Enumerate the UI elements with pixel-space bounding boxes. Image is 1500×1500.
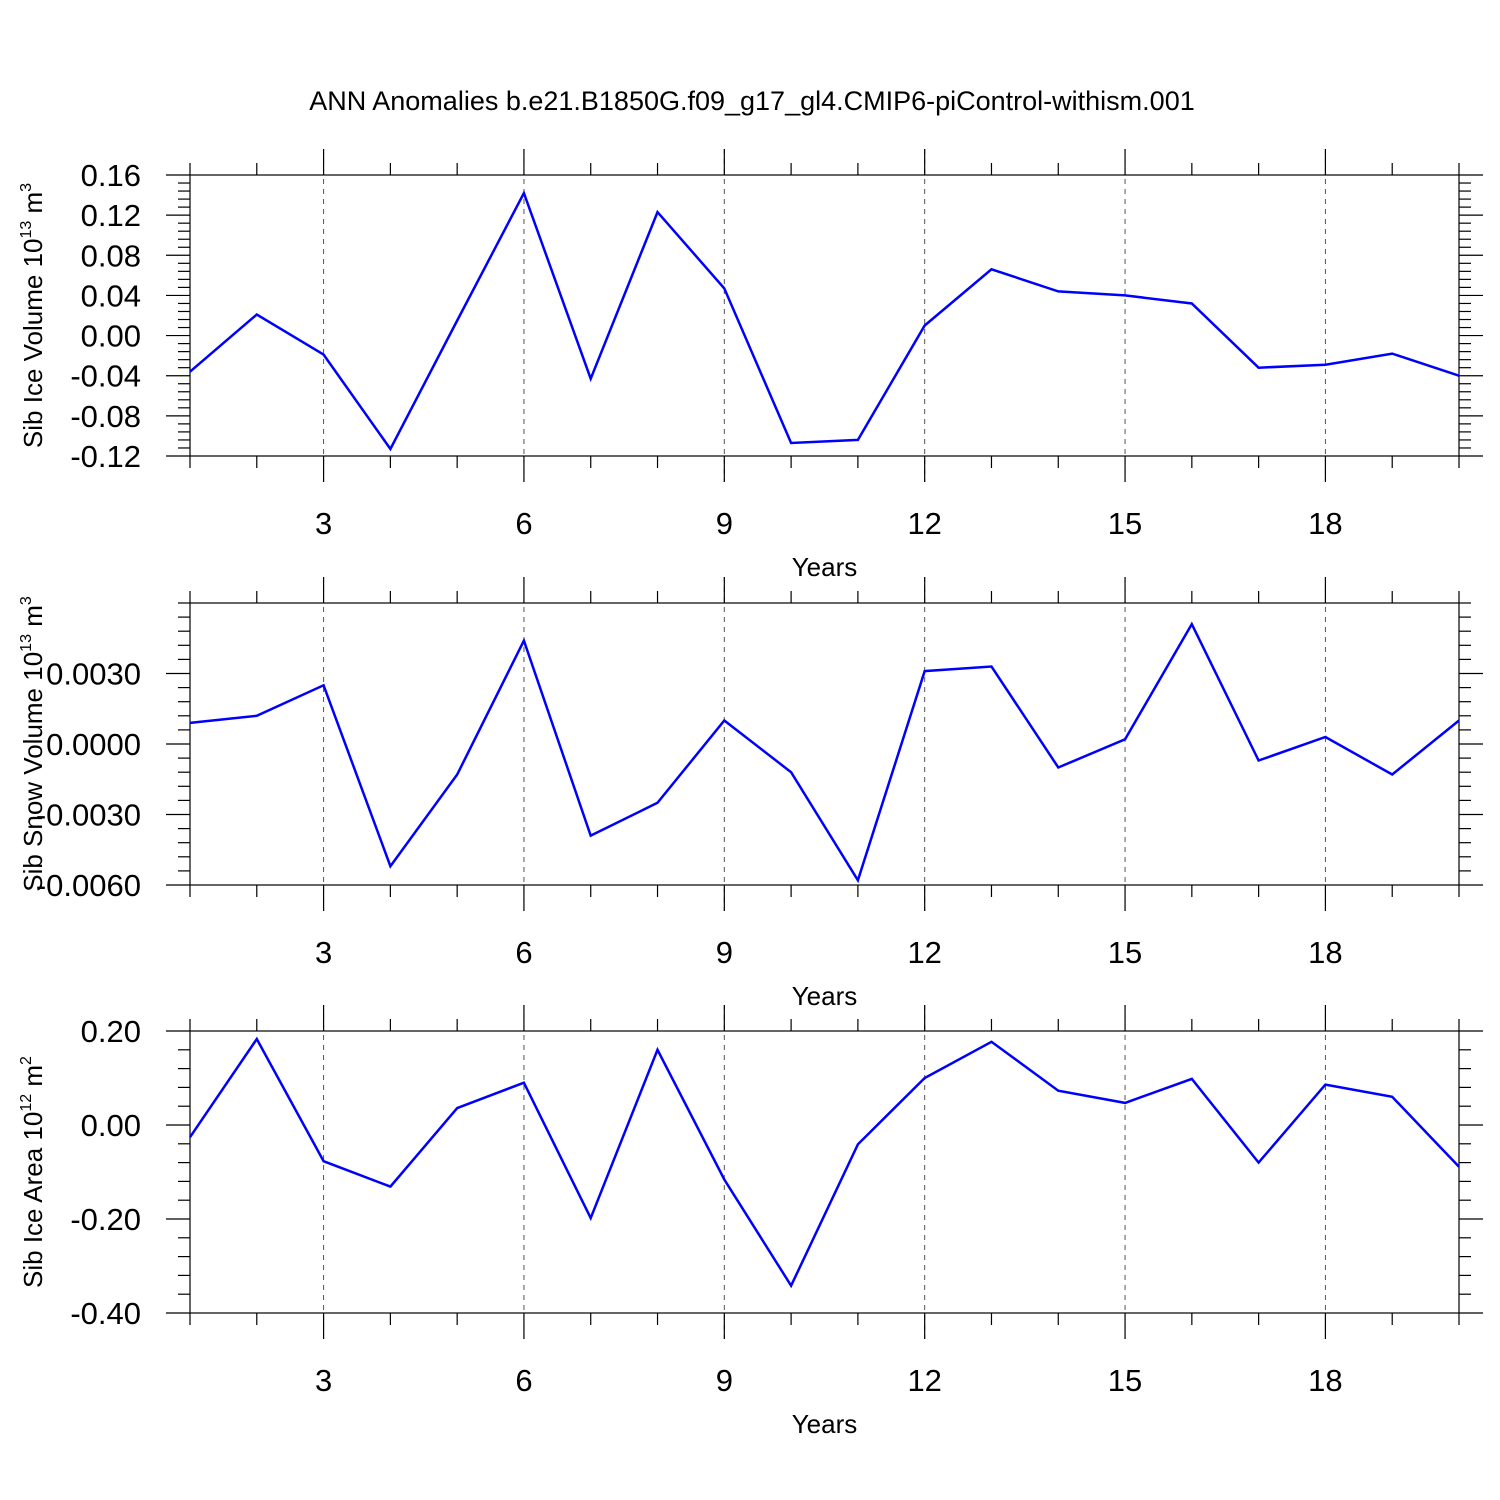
x-tick-label: 3 <box>315 935 332 970</box>
plot-frame <box>189 602 1460 886</box>
x-tick-label: 15 <box>1108 506 1142 541</box>
chart-panel-1: -0.12 -0.08 -0.04 0.00 0.04 0.08 0.12 0.16 3 6 9 12… <box>18 149 1483 582</box>
series-line <box>189 621 1460 884</box>
y-tick-label: -0.12 <box>70 439 141 474</box>
x-tick-label: 3 <box>315 1363 332 1398</box>
x-tick-label: 6 <box>515 1363 532 1398</box>
y-tick-label: -0.20 <box>70 1202 141 1237</box>
x-tick-label: 18 <box>1308 506 1342 541</box>
y-tick-label: 0.0030 <box>46 657 141 692</box>
plot-frame <box>189 174 1460 457</box>
chart-panels: -0.12 -0.08 -0.04 0.00 0.04 0.08 0.12 0.16 3 6 9 12… <box>18 149 1483 1439</box>
series-line <box>189 189 1460 452</box>
y-tick-label: 0.0000 <box>46 727 141 762</box>
x-tick-label: 18 <box>1308 1363 1342 1398</box>
x-axis-title: Years <box>792 552 858 582</box>
y-tick-label: 0.00 <box>81 1108 141 1143</box>
y-tick-label: -0.04 <box>70 359 141 394</box>
x-tick-label: 6 <box>515 935 532 970</box>
y-tick-label: 0.20 <box>81 1014 141 1049</box>
y-axis-title: Sib Ice Area 1012 m2 <box>18 1056 48 1288</box>
plot-frame <box>189 1030 1460 1314</box>
series-line <box>188 1036 1460 1289</box>
x-tick-label: 12 <box>907 1363 941 1398</box>
chart-panel-2: -0.0060 -0.0030 0.0000 0.0030 3 6 9 12 15 18 Years… <box>18 577 1483 1011</box>
figure-title: ANN Anomalies b.e21.B1850G.f09_g17_gl4.C… <box>309 86 1194 116</box>
x-tick-label: 12 <box>907 506 941 541</box>
y-axis-title: Sib Ice Volume 1013 m3 <box>18 183 48 448</box>
chart-panel-3: -0.40 -0.20 0.00 0.20 3 6 9 12 15 18 Years Sib Ice … <box>18 1005 1483 1439</box>
y-tick-label: -0.40 <box>70 1296 141 1331</box>
y-tick-label: -0.0030 <box>36 798 141 833</box>
y-tick-label: 0.12 <box>81 198 141 233</box>
x-tick-label: 3 <box>315 506 332 541</box>
x-tick-label: 9 <box>716 935 733 970</box>
x-tick-label: 9 <box>716 506 733 541</box>
y-tick-label: 0.08 <box>81 238 141 273</box>
x-tick-label: 18 <box>1308 935 1342 970</box>
x-tick-label: 12 <box>907 935 941 970</box>
y-tick-label: -0.08 <box>70 399 141 434</box>
x-tick-label: 15 <box>1108 1363 1142 1398</box>
y-tick-label: 0.16 <box>81 158 141 193</box>
x-axis-title: Years <box>792 981 858 1011</box>
x-axis-title: Years <box>792 1409 858 1439</box>
x-tick-label: 9 <box>716 1363 733 1398</box>
x-tick-label: 6 <box>515 506 532 541</box>
y-tick-label: 0.00 <box>81 319 141 354</box>
y-tick-label: -0.0060 <box>36 868 141 903</box>
y-tick-label: 0.04 <box>81 278 141 313</box>
y-axis-title: Sib Snow Volume 1013 m3 <box>18 596 48 892</box>
x-tick-label: 15 <box>1108 935 1142 970</box>
